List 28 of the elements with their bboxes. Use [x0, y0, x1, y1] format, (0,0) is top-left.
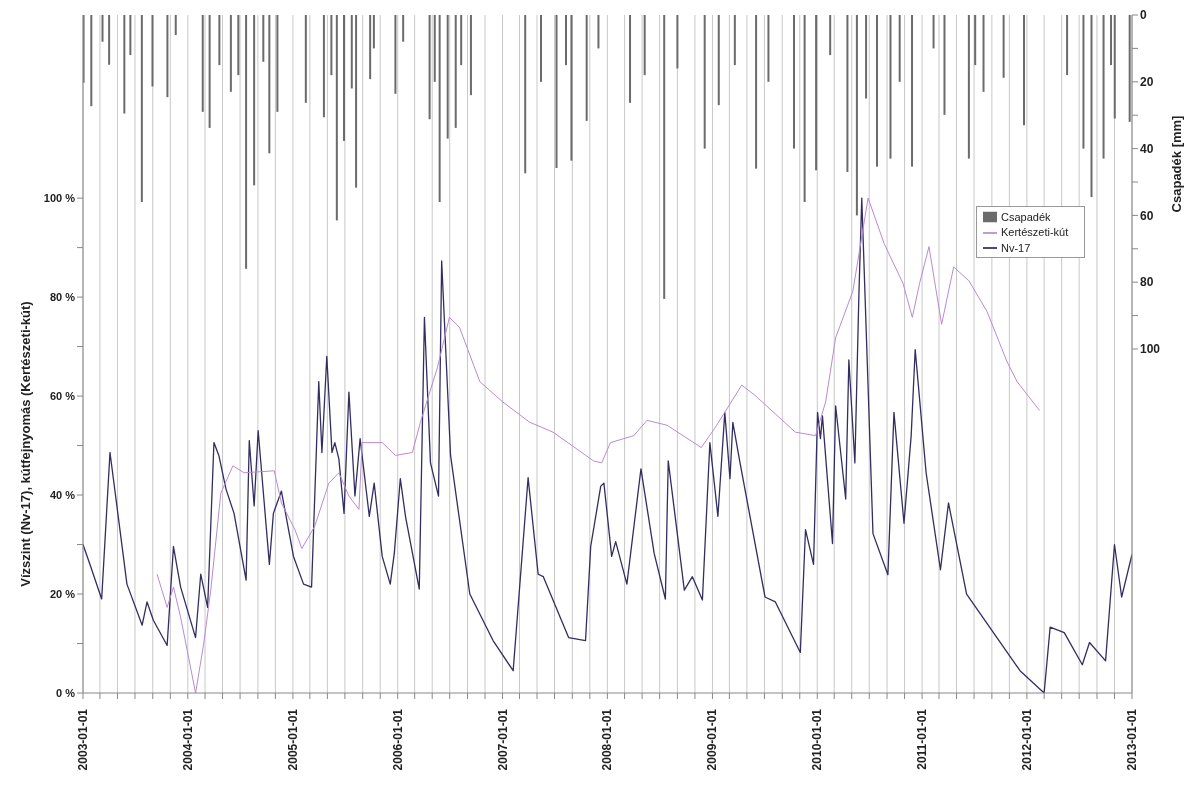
y2-tick-label: 60: [1140, 208, 1154, 223]
legend-label: Kertészeti-kút: [1001, 226, 1069, 239]
x-tick-label: 2005-01-01: [285, 708, 300, 771]
legend-label: Csapadék: [1001, 211, 1051, 223]
y2-tick-label: 100: [1140, 342, 1161, 357]
y-tick-label: 40 %: [49, 488, 76, 501]
legend-label: Nv-17: [1001, 241, 1031, 254]
y2-tick-label: 80: [1140, 275, 1154, 290]
y-axis-title: Vízszint (Nv-17), kútfejnyomás (Kertészeti-kút): [17, 301, 33, 587]
x-tick-label: 2008-01-01: [600, 708, 615, 771]
x-tick-label: 2004-01-01: [180, 708, 195, 771]
x-tick-label: 2012-01-01: [1019, 708, 1034, 771]
x-tick-label: 2011-01-01: [915, 708, 930, 770]
y-tick-label: 20 %: [49, 587, 76, 600]
y2-tick-label: 20: [1140, 75, 1154, 90]
x-tick-label: 2006-01-01: [390, 708, 405, 771]
x-tick-label: 2007-01-01: [495, 708, 510, 771]
x-tick-label: 2010-01-01: [810, 708, 825, 771]
x-tick-label: 2013-01-01: [1125, 708, 1139, 771]
y-tick-label: 80 %: [49, 290, 76, 303]
x-tick-label: 2009-01-01: [705, 708, 720, 771]
y2-axis-title: Csapadék [mm]: [1168, 115, 1184, 213]
y2-tick-label: 40: [1140, 141, 1154, 156]
y-tick-label: 100 %: [43, 192, 76, 205]
x-tick-label: 2003-01-01: [76, 708, 90, 771]
y-tick-label: 60 %: [49, 389, 76, 402]
y2-tick-label: 0: [1140, 8, 1147, 23]
y-tick-label: 0 %: [56, 686, 76, 699]
